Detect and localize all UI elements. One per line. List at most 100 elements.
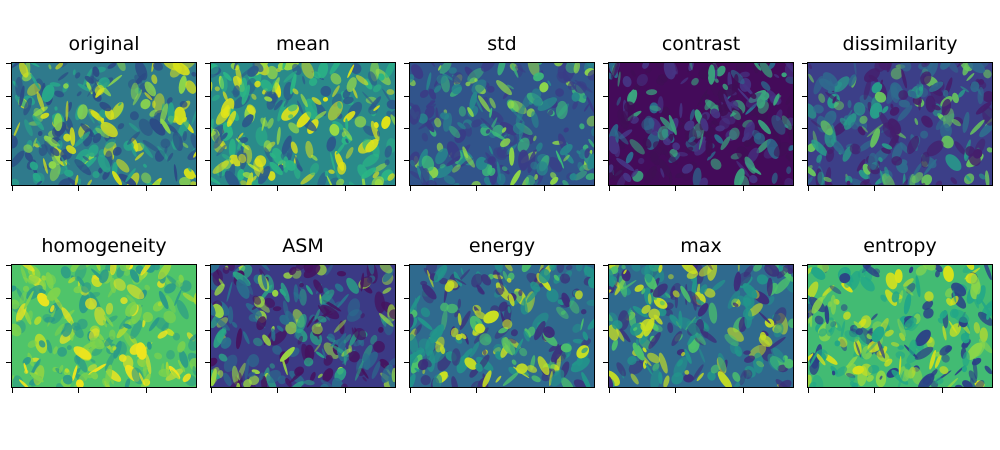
- y-tick: [6, 96, 11, 97]
- x-tick: [808, 388, 809, 393]
- x-tick: [146, 186, 147, 191]
- x-tick: [410, 388, 411, 393]
- panel-max: max: [603, 235, 794, 393]
- panel-title: ASM: [282, 235, 324, 257]
- x-tick: [211, 388, 212, 393]
- x-tick: [410, 186, 411, 191]
- y-tick: [205, 265, 210, 266]
- y-tick: [404, 160, 409, 161]
- y-tick: [802, 265, 807, 266]
- panel-energy: energy: [404, 235, 595, 393]
- x-tick: [942, 186, 943, 191]
- x-tick: [12, 186, 13, 191]
- y-tick: [205, 96, 210, 97]
- y-tick: [6, 362, 11, 363]
- panel-title: mean: [276, 33, 330, 55]
- y-tick: [205, 128, 210, 129]
- axes-frame: [210, 62, 396, 186]
- x-tick: [78, 388, 79, 393]
- y-tick: [205, 63, 210, 64]
- y-tick: [404, 96, 409, 97]
- texture-image-energy: [409, 264, 595, 388]
- y-tick: [404, 128, 409, 129]
- panel-title: dissimilarity: [842, 33, 958, 55]
- x-tick: [345, 186, 346, 191]
- y-tick: [603, 330, 608, 331]
- y-tick: [404, 362, 409, 363]
- y-tick: [802, 63, 807, 64]
- x-tick: [942, 388, 943, 393]
- y-tick: [802, 330, 807, 331]
- panel-asm: ASM: [205, 235, 396, 393]
- axes-frame: [409, 62, 595, 186]
- y-tick: [6, 298, 11, 299]
- y-tick: [404, 298, 409, 299]
- x-tick: [874, 388, 875, 393]
- panel-title: max: [680, 235, 722, 257]
- y-tick: [802, 96, 807, 97]
- y-tick: [6, 160, 11, 161]
- x-tick: [12, 388, 13, 393]
- x-tick: [345, 388, 346, 393]
- texture-image-homogeneity: [11, 264, 197, 388]
- x-tick: [78, 186, 79, 191]
- x-tick: [609, 186, 610, 191]
- panel-title: std: [487, 33, 517, 55]
- x-tick: [743, 388, 744, 393]
- y-tick: [603, 298, 608, 299]
- texture-image-entropy: [807, 264, 993, 388]
- x-tick: [211, 186, 212, 191]
- x-tick: [675, 186, 676, 191]
- y-tick: [603, 63, 608, 64]
- panel-original: original: [6, 33, 197, 191]
- axes-frame: [608, 264, 794, 388]
- y-tick: [802, 298, 807, 299]
- x-tick: [277, 388, 278, 393]
- y-tick: [603, 362, 608, 363]
- x-tick: [476, 186, 477, 191]
- y-tick: [404, 330, 409, 331]
- x-tick: [544, 388, 545, 393]
- texture-image-contrast: [608, 62, 794, 186]
- y-tick: [802, 128, 807, 129]
- panel-contrast: contrast: [603, 33, 794, 191]
- y-tick: [6, 265, 11, 266]
- y-tick: [603, 265, 608, 266]
- panel-title: entropy: [863, 235, 937, 257]
- texture-image-std: [409, 62, 595, 186]
- x-tick: [544, 186, 545, 191]
- panel-dissimilarity: dissimilarity: [802, 33, 993, 191]
- x-tick: [609, 388, 610, 393]
- y-tick: [404, 63, 409, 64]
- y-tick: [205, 298, 210, 299]
- y-tick: [205, 160, 210, 161]
- axes-frame: [409, 264, 595, 388]
- y-tick: [603, 160, 608, 161]
- panel-homogeneity: homogeneity: [6, 235, 197, 393]
- y-tick: [802, 160, 807, 161]
- y-tick: [404, 265, 409, 266]
- y-tick: [6, 330, 11, 331]
- panel-mean: mean: [205, 33, 396, 191]
- axes-frame: [807, 62, 993, 186]
- x-tick: [743, 186, 744, 191]
- panel-title: original: [68, 33, 140, 55]
- y-tick: [6, 128, 11, 129]
- panel-title: energy: [468, 235, 536, 257]
- x-tick: [146, 388, 147, 393]
- y-tick: [205, 330, 210, 331]
- y-tick: [205, 362, 210, 363]
- x-tick: [808, 186, 809, 191]
- axes-frame: [807, 264, 993, 388]
- x-tick: [874, 186, 875, 191]
- y-tick: [603, 96, 608, 97]
- x-tick: [675, 388, 676, 393]
- axes-frame: [11, 62, 197, 186]
- panel-std: std: [404, 33, 595, 191]
- y-tick: [802, 362, 807, 363]
- axes-frame: [608, 62, 794, 186]
- panel-entropy: entropy: [802, 235, 993, 393]
- axes-frame: [11, 264, 197, 388]
- y-tick: [603, 128, 608, 129]
- y-tick: [6, 63, 11, 64]
